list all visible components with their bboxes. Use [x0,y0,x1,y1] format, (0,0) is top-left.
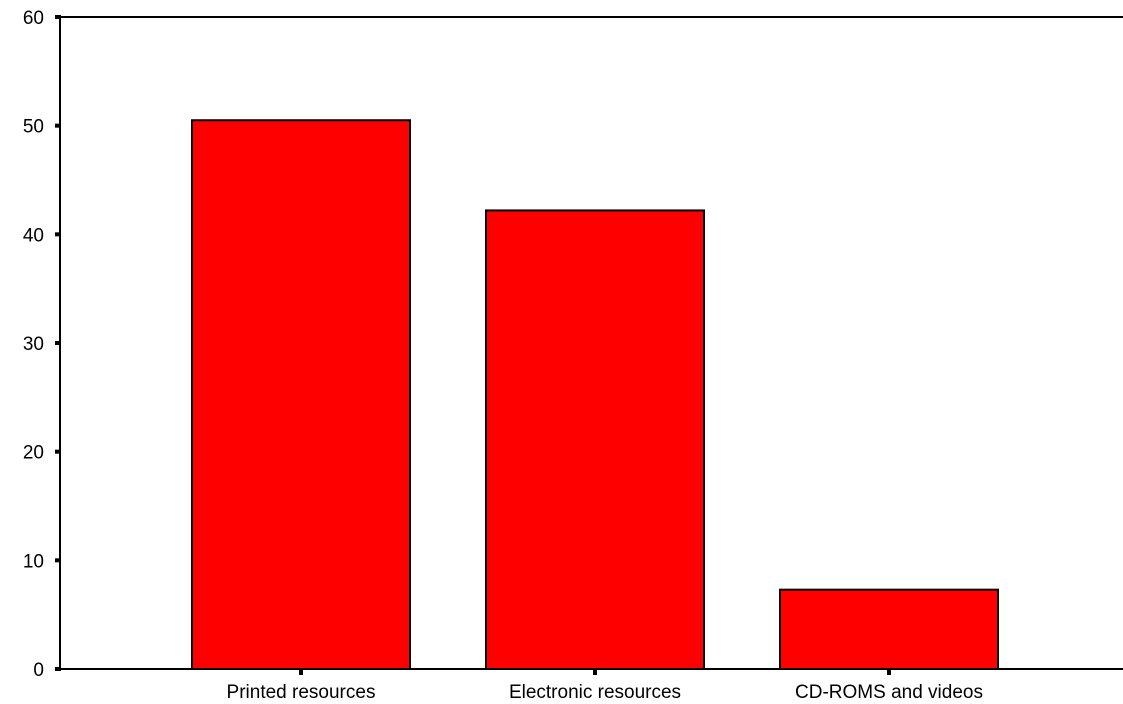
x-category-label: Electronic resources [509,682,681,703]
x-category-label: Printed resources [227,682,376,703]
x-tick-mark [887,669,891,675]
bars-group [191,119,999,671]
x-tick-mark [299,669,303,675]
bar-3 [779,588,999,671]
y-tick-label: 60 [23,8,44,29]
y-tick-label: 50 [23,117,44,138]
y-ticks-group: 0 10 20 30 40 50 60 [23,8,61,681]
y-tick-mark [55,123,61,128]
bar-2 [485,209,705,670]
y-tick-label: 0 [33,660,44,681]
y-tick-mark [55,232,61,237]
y-tick-mark [55,558,61,563]
y-tick-label: 40 [23,225,44,246]
bar-1 [191,119,411,670]
x-category-label: CD-ROMS and videos [795,682,983,703]
y-tick-mark [55,341,61,345]
y-tick-mark [55,449,61,454]
x-ticks-group: Printed resources Electronic resources CD-… [227,669,983,703]
y-tick-label: 10 [23,551,44,572]
y-tick-mark [55,667,61,671]
y-tick-label: 20 [23,443,44,464]
y-tick-mark [55,15,61,19]
y-tick-label: 30 [23,334,44,355]
x-tick-mark [593,669,597,675]
